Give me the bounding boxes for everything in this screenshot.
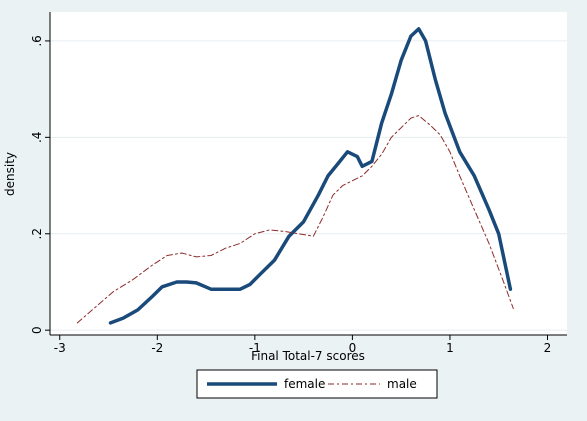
y-tick-label-1: .2 bbox=[30, 228, 44, 239]
x-tick-label-5: 2 bbox=[544, 341, 552, 355]
legend: female male bbox=[196, 369, 438, 399]
x-axis-title: Final Total-7 scores bbox=[251, 349, 365, 363]
y-tick-label-3: .6 bbox=[30, 35, 44, 46]
legend-female-label: female bbox=[284, 377, 325, 391]
series-line-male bbox=[76, 115, 514, 324]
y-axis-ticks: 0 .2 .4 .6 bbox=[30, 35, 50, 334]
x-tick-label-3: 0 bbox=[349, 341, 357, 355]
y-tick-label-2: .4 bbox=[30, 132, 44, 143]
x-tick-label-0: -3 bbox=[54, 341, 66, 355]
y-axis-title: density bbox=[3, 152, 17, 196]
series-line-female bbox=[108, 27, 513, 325]
legend-male-label: male bbox=[387, 377, 417, 391]
x-tick-label-4: 1 bbox=[446, 341, 454, 355]
x-tick-label-2: -1 bbox=[249, 341, 261, 355]
y-tick-label-0: 0 bbox=[30, 326, 44, 334]
plot-area bbox=[50, 12, 567, 335]
x-axis-ticks: -3 -2 -1 0 1 2 bbox=[54, 335, 552, 355]
axes bbox=[49, 12, 567, 336]
series-layer bbox=[76, 27, 514, 325]
grid-lines bbox=[50, 40, 567, 331]
x-tick-label-1: -2 bbox=[151, 341, 163, 355]
